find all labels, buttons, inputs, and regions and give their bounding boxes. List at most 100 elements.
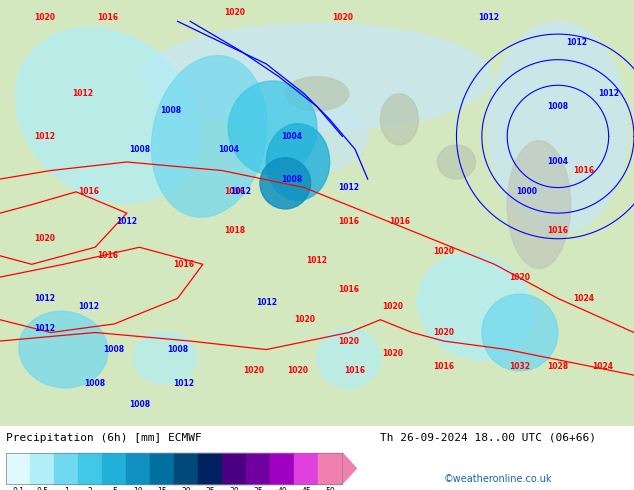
Text: 1012: 1012: [338, 183, 359, 192]
Ellipse shape: [380, 94, 418, 145]
Text: 1004: 1004: [281, 132, 302, 141]
Text: 1004: 1004: [217, 145, 239, 154]
Polygon shape: [342, 453, 356, 484]
Text: 1012: 1012: [34, 132, 55, 141]
Text: 1020: 1020: [224, 8, 245, 17]
Bar: [150, 453, 174, 484]
Text: ©weatheronline.co.uk: ©weatheronline.co.uk: [444, 473, 552, 484]
Text: 30: 30: [230, 487, 239, 490]
Bar: [55, 453, 79, 484]
Bar: [247, 453, 270, 484]
Text: 1032: 1032: [509, 362, 531, 371]
Text: 50: 50: [325, 487, 335, 490]
Text: 1012: 1012: [566, 38, 588, 47]
Text: 1020: 1020: [433, 247, 455, 256]
Bar: [318, 453, 342, 484]
Bar: [126, 453, 150, 484]
Text: 1024: 1024: [573, 294, 594, 303]
Text: 1020: 1020: [294, 315, 315, 324]
Bar: [198, 453, 223, 484]
Text: 1016: 1016: [224, 187, 245, 196]
Text: 1012: 1012: [306, 256, 328, 265]
Text: 1016: 1016: [389, 217, 410, 226]
Text: 1020: 1020: [287, 367, 309, 375]
Text: 25: 25: [205, 487, 215, 490]
Text: 1008: 1008: [281, 174, 302, 184]
Ellipse shape: [228, 81, 317, 175]
Text: 1004: 1004: [547, 157, 569, 167]
Text: 1020: 1020: [433, 328, 455, 337]
Text: 40: 40: [278, 487, 287, 490]
Text: 1012: 1012: [477, 13, 499, 22]
Text: 1016: 1016: [547, 226, 569, 235]
Text: 1016: 1016: [338, 217, 359, 226]
Text: 1008: 1008: [167, 345, 188, 354]
Ellipse shape: [260, 158, 311, 209]
Text: 1012: 1012: [256, 298, 277, 307]
Text: 1012: 1012: [173, 379, 195, 388]
Text: 1008: 1008: [129, 400, 150, 410]
Text: 1016: 1016: [173, 260, 195, 269]
Text: 1016: 1016: [433, 362, 455, 371]
Ellipse shape: [488, 21, 628, 235]
Text: 1020: 1020: [243, 367, 264, 375]
Ellipse shape: [152, 56, 267, 217]
Text: 5: 5: [112, 487, 117, 490]
Text: 1020: 1020: [382, 349, 404, 358]
Text: 1012: 1012: [72, 89, 93, 98]
Ellipse shape: [15, 27, 200, 203]
Bar: [223, 453, 247, 484]
Bar: [6, 453, 30, 484]
Text: 1012: 1012: [34, 294, 55, 303]
Ellipse shape: [285, 77, 349, 111]
Text: Precipitation (6h) [mm] ECMWF: Precipitation (6h) [mm] ECMWF: [6, 433, 202, 442]
Bar: [102, 453, 126, 484]
Text: 1008: 1008: [129, 145, 150, 154]
Text: 1008: 1008: [160, 106, 182, 115]
Text: 1012: 1012: [34, 324, 55, 333]
Ellipse shape: [507, 141, 571, 269]
Text: 1016: 1016: [97, 251, 119, 260]
Ellipse shape: [19, 311, 108, 388]
Text: 1: 1: [64, 487, 68, 490]
Text: 1012: 1012: [598, 89, 619, 98]
Text: 1016: 1016: [97, 13, 119, 22]
Text: 1016: 1016: [573, 166, 594, 175]
Bar: [30, 453, 55, 484]
Text: Th 26-09-2024 18..00 UTC (06+66): Th 26-09-2024 18..00 UTC (06+66): [380, 433, 597, 442]
Text: 1020: 1020: [382, 302, 404, 312]
Text: 15: 15: [157, 487, 167, 490]
Bar: [6, 453, 342, 484]
Text: 0.5: 0.5: [36, 487, 48, 490]
Ellipse shape: [133, 333, 197, 384]
Ellipse shape: [418, 254, 533, 360]
Text: 1012: 1012: [230, 187, 252, 196]
Text: 1008: 1008: [103, 345, 125, 354]
Text: 1012: 1012: [78, 302, 100, 312]
Text: 1000: 1000: [515, 187, 537, 196]
Text: 2: 2: [88, 487, 93, 490]
Bar: [294, 453, 318, 484]
Text: 20: 20: [181, 487, 191, 490]
Text: 1020: 1020: [338, 337, 359, 345]
Ellipse shape: [437, 145, 476, 179]
Text: 0.1: 0.1: [12, 487, 24, 490]
Ellipse shape: [143, 24, 491, 130]
Text: 1020: 1020: [34, 234, 55, 243]
Text: 1018: 1018: [224, 226, 245, 235]
Text: 1028: 1028: [547, 362, 569, 371]
Ellipse shape: [241, 98, 368, 175]
Text: 1008: 1008: [547, 102, 569, 111]
Text: 1016: 1016: [344, 367, 366, 375]
Text: 1020: 1020: [509, 272, 531, 282]
Text: 10: 10: [134, 487, 143, 490]
Text: 1016: 1016: [78, 187, 100, 196]
Bar: [270, 453, 294, 484]
Text: 1020: 1020: [34, 13, 55, 22]
Text: 1024: 1024: [592, 362, 613, 371]
Bar: [174, 453, 198, 484]
Text: 45: 45: [302, 487, 311, 490]
Ellipse shape: [482, 294, 558, 371]
Text: 1008: 1008: [84, 379, 106, 388]
Text: 1012: 1012: [116, 217, 138, 226]
